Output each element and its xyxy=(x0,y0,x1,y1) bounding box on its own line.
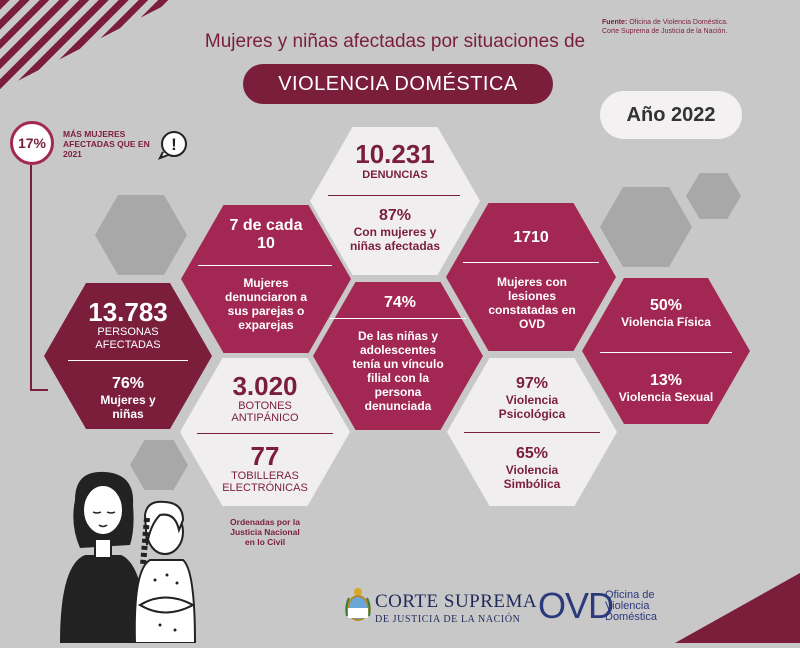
personas-pct-label: Mujeres y niñas xyxy=(100,393,156,421)
lesiones-value: 1710 xyxy=(513,229,549,246)
fisica-hex xyxy=(582,278,750,424)
coat-of-arms-icon xyxy=(345,586,371,627)
divider xyxy=(198,265,332,266)
denuncias-pct: 87% xyxy=(378,207,412,224)
ninas-value: 74% xyxy=(383,294,417,311)
personas-hex xyxy=(44,283,212,429)
botones-label: BOTONES ANTIPÁNICO xyxy=(231,400,299,424)
botones-top: 3.020 BOTONES ANTIPÁNICO xyxy=(215,368,315,428)
denuncias-label: DENUNCIAS xyxy=(362,169,428,181)
title-banner: VIOLENCIA DOMÉSTICA xyxy=(243,64,553,104)
psicologica-value: 97% xyxy=(515,375,549,392)
denuncias-bottom: 87% Con mujeres y niñas afectadas xyxy=(338,200,452,260)
divider xyxy=(464,432,600,433)
increase-text: MÁS MUJERES AFECTADAS QUE EN 2021 xyxy=(63,129,150,159)
decor-hex xyxy=(686,173,741,219)
fisica-value: 50% xyxy=(649,297,683,314)
tobilleras-label: TOBILLERAS ELECTRÓNICAS xyxy=(222,470,308,494)
botones-bottom: 77 TOBILLERAS ELECTRÓNICAS xyxy=(210,437,320,499)
psicologica-label: Violencia Psicológica xyxy=(498,393,566,421)
sexual-value: 13% xyxy=(649,372,683,389)
corte-suprema-logo: CORTE SUPREMA DE JUSTICIA DE LA NACIÓN xyxy=(375,591,538,625)
personas-top: 13.783 PERSONAS AFECTADAS xyxy=(70,293,186,357)
simbolica-label: Violencia Simbólica xyxy=(503,463,561,491)
corner-triangle xyxy=(675,573,800,643)
divider xyxy=(197,433,333,434)
ovd-subtitle: Oficina de Violencia Doméstica xyxy=(605,589,657,623)
personas-label: PERSONAS AFECTADAS xyxy=(95,326,161,351)
svg-text:!: ! xyxy=(171,135,177,154)
divider xyxy=(328,195,460,196)
divider xyxy=(68,360,188,361)
ninas-hex xyxy=(313,282,483,430)
personas-bottom: 76% Mujeres y niñas xyxy=(70,368,186,428)
botones-value: 3.020 xyxy=(232,371,298,401)
sexual-block: 13% Violencia Sexual xyxy=(616,358,716,418)
simbolica-value: 65% xyxy=(515,445,549,462)
simbolica-block: 65% Violencia Simbólica xyxy=(482,438,582,498)
divider xyxy=(600,352,732,353)
increase-badge: 17% xyxy=(10,121,54,165)
connector-line xyxy=(30,165,32,391)
denunciaron-value: 7 de cada 10 xyxy=(229,217,303,252)
year-badge: Año 2022 xyxy=(600,91,742,139)
sexual-label: Violencia Sexual xyxy=(618,390,714,404)
ovd-logo: OVD xyxy=(538,585,614,626)
decor-hex xyxy=(95,195,187,275)
fisica-label: Violencia Física xyxy=(621,315,711,329)
fisica-top: 50% Violencia Física xyxy=(616,283,716,343)
personas-value: 13.783 xyxy=(88,297,168,327)
denunciaron-label: Mujeres denunciaron a sus parejas o expa… xyxy=(224,276,307,332)
source-note: Fuente: Oficina de Violencia Doméstica. … xyxy=(602,19,728,35)
tobilleras-value: 77 xyxy=(250,441,280,471)
connector-tick xyxy=(30,389,48,391)
women-illustration xyxy=(55,470,200,644)
ninas-label: De las niñas y adolescentes tenía un vín… xyxy=(352,329,444,413)
decor-hex xyxy=(130,440,188,490)
denuncias-top: 10.231 DENUNCIAS xyxy=(340,133,450,189)
divider xyxy=(463,262,599,263)
denuncias-value: 10.231 xyxy=(355,139,435,169)
order-note: Ordenadas por la Justicia Nacional en lo… xyxy=(230,517,300,547)
decor-hex xyxy=(600,187,692,267)
denuncias-pct-label: Con mujeres y niñas afectadas xyxy=(349,225,441,253)
denuncias-hex xyxy=(310,127,480,275)
lesiones-label: Mujeres con lesiones constatadas en OVD xyxy=(488,275,576,331)
divider xyxy=(330,318,466,319)
alert-icon: ! xyxy=(157,128,190,160)
personas-pct: 76% xyxy=(111,375,145,392)
psicologica-top: 97% Violencia Psicológica xyxy=(482,368,582,428)
page-title: Mujeres y niñas afectadas por situacione… xyxy=(204,31,586,52)
